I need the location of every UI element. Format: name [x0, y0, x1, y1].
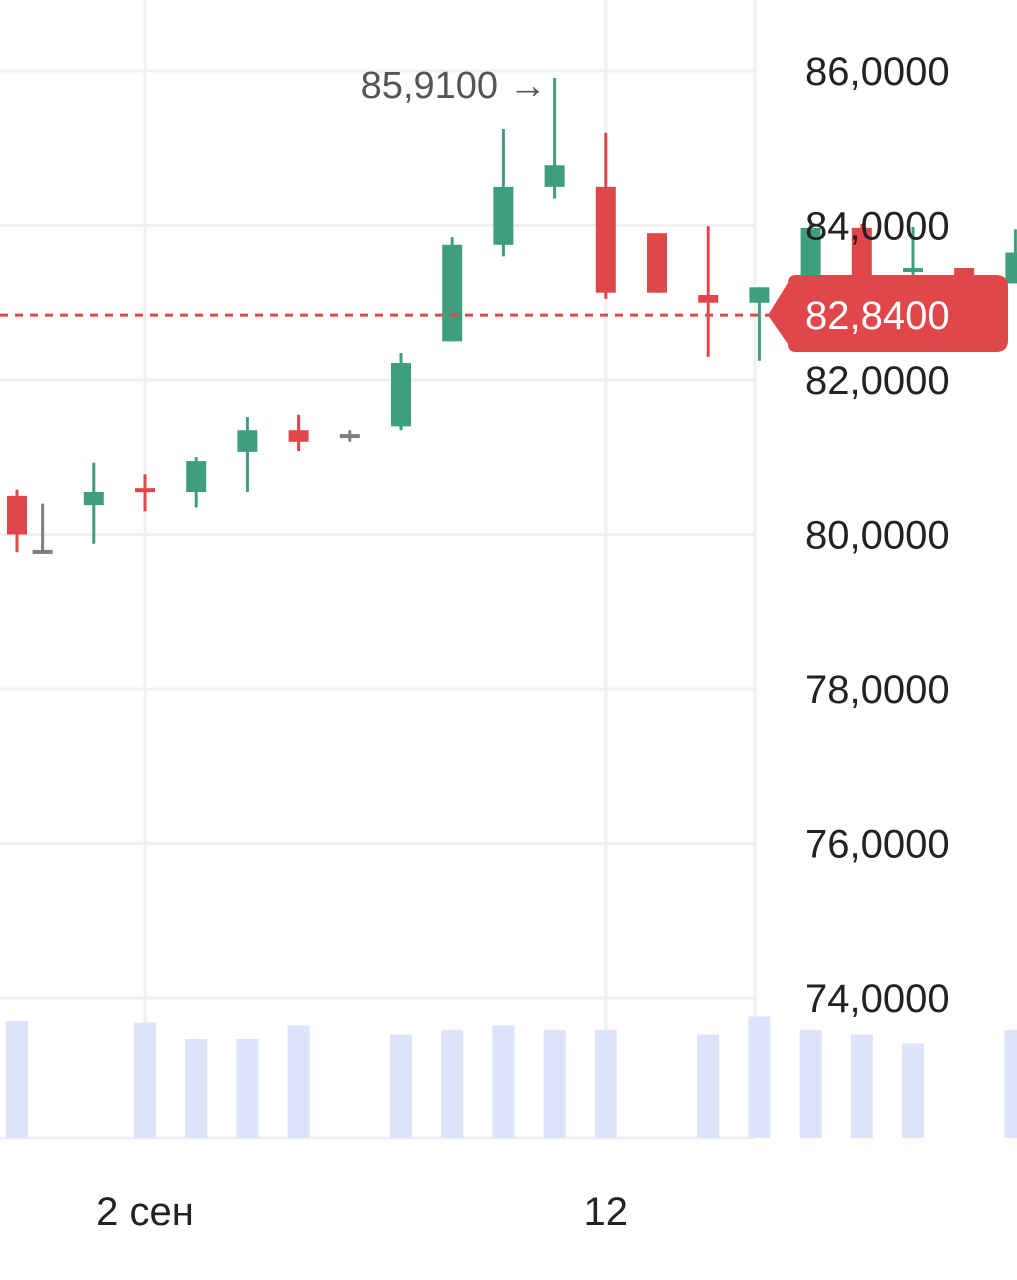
candle-body — [442, 244, 463, 342]
candle-body — [903, 267, 923, 272]
candle-body — [339, 434, 360, 439]
volume-bar — [390, 1034, 412, 1138]
volume-bars — [6, 1016, 1017, 1138]
volume-bar — [1004, 1030, 1017, 1138]
volume-bar — [748, 1016, 771, 1138]
volume-bar — [543, 1030, 566, 1138]
volume-bar — [441, 1030, 464, 1138]
candle-body — [32, 549, 53, 554]
y-tick-label: 78,0000 — [805, 668, 950, 712]
volume-bar — [6, 1021, 28, 1138]
y-tick-label: 76,0000 — [805, 823, 950, 867]
grid — [0, 0, 757, 1140]
candle-body — [237, 430, 258, 452]
x-axis: 2 сен1223 — [96, 1190, 629, 1234]
x-tick-label: 12 — [584, 1190, 629, 1234]
y-axis: 86,0000 84,0000 82,0000 80,0000 78,0000 76,00… — [805, 50, 950, 1021]
candle-body — [135, 488, 155, 493]
candle-body — [698, 295, 719, 303]
volume-bar — [185, 1039, 208, 1138]
volume-bar — [697, 1034, 720, 1138]
y-tick-label: 74,0000 — [805, 977, 950, 1021]
candle-body — [544, 165, 565, 187]
volume-bar — [492, 1025, 515, 1138]
y-tick-label: 82,0000 — [805, 359, 950, 403]
volume-bar — [850, 1034, 873, 1138]
volume-bar — [799, 1030, 822, 1138]
candle-body — [647, 233, 667, 293]
volume-bar — [902, 1043, 924, 1138]
candle-body — [391, 363, 411, 427]
y-tick-label: 86,0000 — [805, 50, 950, 94]
high-price-label: 85,9100 → — [361, 65, 547, 107]
volume-bar — [287, 1025, 310, 1138]
annotations: 85,9100 → — [361, 65, 547, 107]
y-tick-label: 80,0000 — [805, 514, 950, 558]
current-price-badge[interactable]: 82,8400 — [768, 275, 1008, 352]
volume-bar — [594, 1030, 617, 1138]
x-tick-label: 2 сен — [96, 1190, 194, 1234]
candle-body — [749, 287, 770, 303]
volume-bar — [236, 1039, 259, 1138]
candle-body — [186, 461, 207, 493]
volume-bar — [134, 1022, 156, 1138]
candle-body — [83, 492, 104, 506]
candle-body — [493, 186, 514, 245]
candle-body — [800, 227, 821, 288]
y-tick-label: 84,0000 — [805, 205, 950, 249]
candle-body — [595, 186, 616, 293]
candle-body — [7, 495, 27, 535]
price-badge-shape — [768, 275, 1008, 352]
current-price-label: 82,8400 — [805, 294, 950, 338]
candle-body — [1005, 252, 1017, 284]
candle-body — [288, 430, 309, 442]
